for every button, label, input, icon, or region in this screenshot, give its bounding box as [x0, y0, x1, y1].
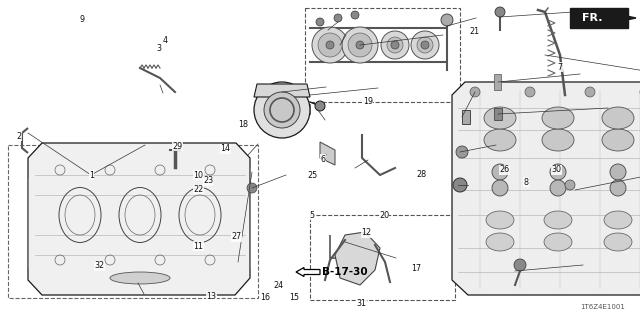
Text: 8: 8 — [524, 178, 529, 187]
Polygon shape — [335, 232, 380, 285]
Circle shape — [351, 11, 359, 19]
Circle shape — [315, 101, 325, 111]
Polygon shape — [608, 12, 636, 24]
Circle shape — [316, 18, 324, 26]
Circle shape — [456, 146, 468, 158]
Circle shape — [565, 180, 575, 190]
Circle shape — [342, 27, 378, 63]
Text: 4: 4 — [163, 36, 168, 45]
Text: 6: 6 — [321, 155, 326, 164]
Text: 22: 22 — [193, 185, 204, 194]
Bar — [494, 74, 501, 90]
Bar — [462, 110, 470, 124]
Circle shape — [525, 87, 535, 97]
Ellipse shape — [110, 272, 170, 284]
Circle shape — [610, 164, 626, 180]
Text: 28: 28 — [416, 170, 426, 179]
Circle shape — [326, 41, 334, 49]
Ellipse shape — [604, 211, 632, 229]
Circle shape — [514, 259, 526, 271]
Circle shape — [318, 33, 342, 57]
Text: B-17-30: B-17-30 — [322, 267, 367, 277]
Text: 12: 12 — [361, 228, 371, 237]
Circle shape — [417, 37, 433, 53]
Circle shape — [247, 183, 257, 193]
Ellipse shape — [484, 107, 516, 129]
Text: 17: 17 — [411, 264, 421, 273]
FancyArrow shape — [296, 268, 320, 276]
Circle shape — [470, 87, 480, 97]
Text: 25: 25 — [307, 171, 317, 180]
Text: 13: 13 — [206, 292, 216, 301]
Ellipse shape — [544, 233, 572, 251]
Text: 21: 21 — [470, 27, 480, 36]
Text: 19: 19 — [363, 97, 373, 106]
Text: 24: 24 — [273, 281, 284, 290]
Circle shape — [411, 31, 439, 59]
Text: 11: 11 — [193, 242, 204, 251]
Text: 23: 23 — [203, 176, 213, 185]
Ellipse shape — [542, 129, 574, 151]
Text: 32: 32 — [94, 261, 104, 270]
Text: 10: 10 — [193, 171, 204, 180]
Circle shape — [495, 7, 505, 17]
Circle shape — [492, 164, 508, 180]
Text: 16: 16 — [260, 293, 271, 302]
Circle shape — [610, 180, 626, 196]
Polygon shape — [28, 143, 250, 295]
Circle shape — [312, 27, 348, 63]
Circle shape — [453, 178, 467, 192]
Circle shape — [348, 33, 372, 57]
Text: 3: 3 — [156, 44, 161, 53]
Ellipse shape — [602, 129, 634, 151]
Polygon shape — [452, 82, 640, 295]
Circle shape — [334, 14, 342, 22]
Ellipse shape — [542, 107, 574, 129]
Text: 14: 14 — [220, 144, 230, 153]
Bar — [570, 8, 628, 28]
Ellipse shape — [544, 211, 572, 229]
Ellipse shape — [486, 211, 514, 229]
Text: 5: 5 — [310, 211, 315, 220]
Text: 26: 26 — [499, 165, 509, 174]
Text: 20: 20 — [379, 211, 389, 220]
Circle shape — [264, 92, 300, 128]
Polygon shape — [254, 84, 310, 97]
Text: 18: 18 — [238, 120, 248, 129]
Circle shape — [254, 82, 310, 138]
Circle shape — [421, 41, 429, 49]
Circle shape — [356, 41, 364, 49]
Text: 29: 29 — [173, 142, 183, 151]
Circle shape — [492, 180, 508, 196]
Circle shape — [441, 14, 453, 26]
Ellipse shape — [604, 233, 632, 251]
Circle shape — [391, 41, 399, 49]
Circle shape — [387, 37, 403, 53]
Text: 7: 7 — [557, 63, 563, 72]
Text: 9: 9 — [79, 15, 84, 24]
Circle shape — [550, 180, 566, 196]
Circle shape — [550, 164, 566, 180]
Bar — [494, 108, 502, 120]
Circle shape — [381, 31, 409, 59]
Text: 15: 15 — [289, 293, 300, 302]
Text: 1: 1 — [89, 171, 94, 180]
Text: 1T6Z4E1001: 1T6Z4E1001 — [580, 304, 625, 310]
Text: 2: 2 — [17, 132, 22, 140]
Text: 31: 31 — [356, 300, 367, 308]
Text: 27: 27 — [232, 232, 242, 241]
Polygon shape — [320, 142, 335, 165]
Text: FR.: FR. — [582, 13, 602, 23]
Circle shape — [585, 87, 595, 97]
Text: 30: 30 — [552, 165, 562, 174]
Ellipse shape — [486, 233, 514, 251]
Ellipse shape — [484, 129, 516, 151]
Ellipse shape — [602, 107, 634, 129]
